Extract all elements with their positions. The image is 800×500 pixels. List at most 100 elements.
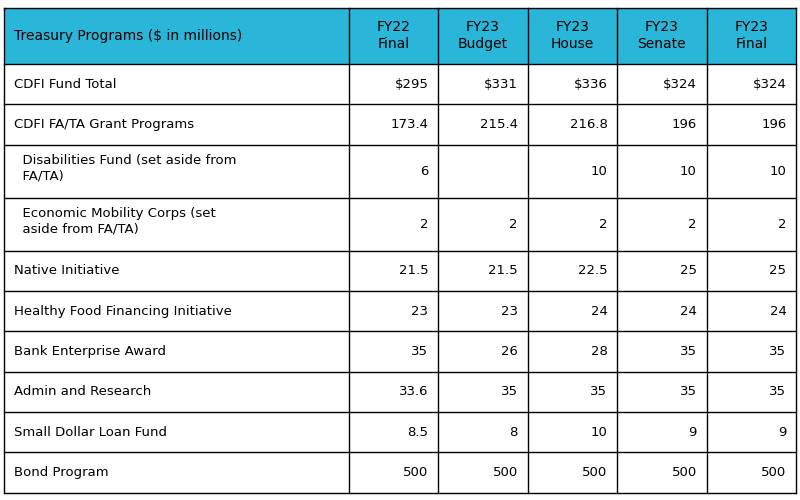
- Bar: [617, 144, 706, 198]
- Text: 10: 10: [590, 164, 607, 177]
- Text: 2: 2: [599, 218, 607, 230]
- Text: 216.8: 216.8: [570, 118, 607, 131]
- Text: 173.4: 173.4: [390, 118, 429, 131]
- Text: 500: 500: [761, 466, 786, 479]
- Text: 2: 2: [778, 218, 786, 230]
- Bar: [706, 452, 796, 492]
- Bar: [438, 250, 527, 291]
- Text: 35: 35: [590, 386, 607, 398]
- Text: FY23
House: FY23 House: [550, 20, 594, 51]
- Bar: [4, 291, 349, 332]
- Bar: [527, 412, 617, 452]
- Bar: [438, 104, 527, 144]
- Bar: [617, 64, 706, 104]
- Bar: [706, 412, 796, 452]
- Bar: [527, 291, 617, 332]
- Text: $331: $331: [484, 78, 518, 90]
- Text: Bank Enterprise Award: Bank Enterprise Award: [14, 345, 166, 358]
- Text: Native Initiative: Native Initiative: [14, 264, 119, 278]
- Text: 35: 35: [501, 386, 518, 398]
- Text: 25: 25: [680, 264, 697, 278]
- Bar: [438, 64, 527, 104]
- Bar: [4, 64, 349, 104]
- Bar: [349, 8, 438, 64]
- Bar: [617, 412, 706, 452]
- Text: $336: $336: [574, 78, 607, 90]
- Bar: [349, 64, 438, 104]
- Bar: [617, 8, 706, 64]
- Bar: [617, 332, 706, 372]
- Bar: [349, 452, 438, 492]
- Text: 24: 24: [590, 304, 607, 318]
- Text: 196: 196: [672, 118, 697, 131]
- Text: 35: 35: [770, 345, 786, 358]
- Text: 6: 6: [420, 164, 429, 177]
- Text: 8.5: 8.5: [407, 426, 429, 438]
- Text: Small Dollar Loan Fund: Small Dollar Loan Fund: [14, 426, 166, 438]
- Text: FY22
Final: FY22 Final: [376, 20, 410, 51]
- Text: 26: 26: [501, 345, 518, 358]
- Text: 500: 500: [582, 466, 607, 479]
- Text: 33.6: 33.6: [399, 386, 429, 398]
- Bar: [349, 144, 438, 198]
- Text: 35: 35: [770, 386, 786, 398]
- Bar: [527, 332, 617, 372]
- Bar: [617, 104, 706, 144]
- Bar: [438, 412, 527, 452]
- Bar: [438, 291, 527, 332]
- Bar: [617, 372, 706, 412]
- Bar: [349, 372, 438, 412]
- Text: CDFI Fund Total: CDFI Fund Total: [14, 78, 116, 90]
- Bar: [527, 452, 617, 492]
- Text: 21.5: 21.5: [488, 264, 518, 278]
- Bar: [349, 291, 438, 332]
- Bar: [706, 332, 796, 372]
- Bar: [527, 198, 617, 250]
- Text: Healthy Food Financing Initiative: Healthy Food Financing Initiative: [14, 304, 231, 318]
- Bar: [4, 250, 349, 291]
- Text: 35: 35: [680, 345, 697, 358]
- Text: Disabilities Fund (set aside from
  FA/TA): Disabilities Fund (set aside from FA/TA): [14, 154, 236, 182]
- Bar: [438, 452, 527, 492]
- Bar: [4, 452, 349, 492]
- Bar: [527, 8, 617, 64]
- Bar: [617, 198, 706, 250]
- Bar: [438, 144, 527, 198]
- Text: 2: 2: [510, 218, 518, 230]
- Bar: [438, 198, 527, 250]
- Text: Bond Program: Bond Program: [14, 466, 108, 479]
- Text: 24: 24: [680, 304, 697, 318]
- Text: 24: 24: [770, 304, 786, 318]
- Text: 25: 25: [770, 264, 786, 278]
- Bar: [4, 198, 349, 250]
- Text: 10: 10: [590, 426, 607, 438]
- Bar: [706, 198, 796, 250]
- Bar: [349, 332, 438, 372]
- Text: 28: 28: [590, 345, 607, 358]
- Bar: [706, 291, 796, 332]
- Text: Economic Mobility Corps (set
  aside from FA/TA): Economic Mobility Corps (set aside from …: [14, 207, 215, 236]
- Bar: [527, 372, 617, 412]
- Text: 500: 500: [403, 466, 429, 479]
- Text: 23: 23: [411, 304, 429, 318]
- Text: 500: 500: [672, 466, 697, 479]
- Bar: [527, 64, 617, 104]
- Bar: [706, 8, 796, 64]
- Bar: [438, 8, 527, 64]
- Bar: [706, 372, 796, 412]
- Bar: [438, 332, 527, 372]
- Text: CDFI FA/TA Grant Programs: CDFI FA/TA Grant Programs: [14, 118, 194, 131]
- Bar: [617, 250, 706, 291]
- Bar: [617, 291, 706, 332]
- Text: 22.5: 22.5: [578, 264, 607, 278]
- Text: 35: 35: [680, 386, 697, 398]
- Text: 8: 8: [510, 426, 518, 438]
- Text: 10: 10: [770, 164, 786, 177]
- Text: FY23
Final: FY23 Final: [734, 20, 768, 51]
- Text: $324: $324: [753, 78, 786, 90]
- Bar: [349, 198, 438, 250]
- Text: 9: 9: [778, 426, 786, 438]
- Bar: [4, 144, 349, 198]
- Text: 2: 2: [420, 218, 429, 230]
- Bar: [706, 250, 796, 291]
